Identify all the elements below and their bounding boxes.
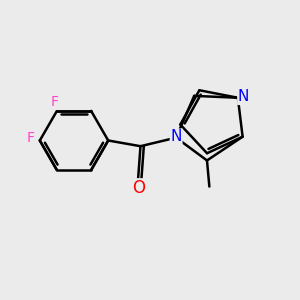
Text: N: N bbox=[238, 89, 249, 104]
Text: F: F bbox=[26, 131, 34, 145]
Text: O: O bbox=[132, 179, 145, 197]
Text: F: F bbox=[51, 95, 59, 109]
Text: N: N bbox=[170, 129, 182, 144]
